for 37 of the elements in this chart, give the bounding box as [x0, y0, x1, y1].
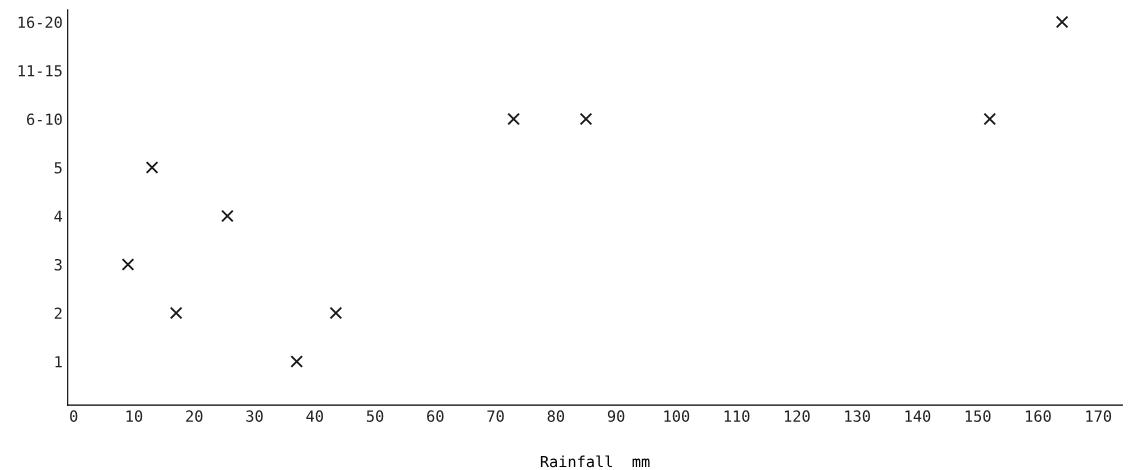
x-tick-label: 150 [965, 410, 991, 422]
y-tick-label: 6-10 [27, 113, 62, 126]
point [121, 258, 135, 271]
x-tick-label: 60 [427, 410, 444, 422]
point [329, 306, 343, 320]
x-axis-title: Rainfall mm [540, 455, 650, 468]
y-tick-label: 11-15 [18, 65, 62, 77]
y-tick-label: 2 [54, 307, 62, 319]
x-tick-label: 40 [306, 410, 323, 422]
y-tick-label: 3 [54, 259, 62, 271]
x-tick-label: 100 [664, 410, 690, 422]
point [221, 209, 234, 223]
x-tick-label: 130 [845, 410, 870, 422]
x-tick-label: 120 [784, 410, 810, 422]
y-tick-label: 4 [54, 210, 63, 222]
x-tick-label: 20 [186, 410, 203, 422]
x-tick-label: 50 [366, 410, 384, 422]
x-tick-label: 170 [1086, 410, 1112, 422]
point [507, 112, 521, 126]
x-tick-label: 70 [487, 410, 504, 422]
point [290, 355, 304, 368]
x-tick-label: 30 [246, 410, 263, 422]
point [1055, 15, 1069, 29]
x-tick-label: 90 [607, 410, 625, 422]
x-tick-label: 10 [126, 410, 143, 422]
x-tick-label: 80 [547, 410, 565, 422]
x-tick-label: 0 [70, 410, 78, 422]
point [169, 306, 183, 320]
point [983, 112, 997, 126]
x-tick-label: 140 [905, 410, 931, 422]
x-tick-label: 160 [1026, 410, 1051, 422]
x-tick-label: 110 [724, 410, 750, 422]
y-tick-label: 5 [54, 162, 62, 174]
point [145, 161, 159, 174]
point [579, 112, 593, 126]
y-tick-label: 1 [55, 356, 62, 368]
y-tick-label: 16-20 [18, 16, 62, 29]
